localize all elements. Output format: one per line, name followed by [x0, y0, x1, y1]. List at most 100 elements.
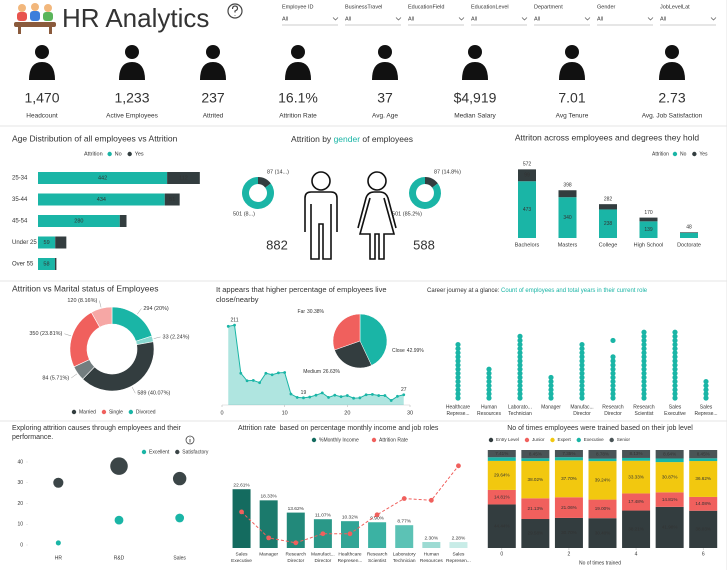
- data-label: 22.61%: [233, 482, 250, 488]
- total-label: 48: [686, 225, 692, 231]
- filter-value: All: [282, 16, 288, 22]
- dot: [641, 350, 647, 356]
- data-label: 29.64%: [494, 473, 510, 478]
- dot: [641, 358, 647, 364]
- dot: [610, 395, 616, 401]
- dot: [486, 395, 492, 401]
- dot: [455, 391, 461, 397]
- figure-head: [311, 171, 331, 191]
- legend-swatch: [576, 437, 581, 443]
- kpi-value: 1,233: [114, 90, 149, 106]
- dot: [579, 383, 585, 389]
- dot: [641, 374, 647, 381]
- bar: [232, 489, 251, 548]
- icon-body: [462, 62, 488, 80]
- bar: [259, 500, 278, 548]
- dot: [455, 362, 461, 368]
- legend-label: Divorced: [136, 409, 156, 415]
- help-mark[interactable]: [231, 5, 239, 16]
- help-icon[interactable]: [227, 3, 243, 19]
- point: [264, 371, 268, 375]
- dot: [610, 391, 616, 397]
- y-tick-label: 30: [17, 480, 23, 486]
- dot: [641, 395, 647, 401]
- data-label: 14.81%: [662, 497, 678, 502]
- data-label: 30.70%: [561, 530, 577, 535]
- data-label: 9.90%: [370, 516, 384, 522]
- bar-segment: [655, 458, 684, 463]
- dot: [579, 366, 585, 372]
- x-tick-label: Represe...: [694, 411, 717, 417]
- bar-segment: [487, 460, 516, 490]
- legend-swatch: [127, 151, 132, 157]
- kpi-icon: [285, 45, 311, 80]
- dot: [455, 366, 461, 372]
- logo: [14, 3, 56, 34]
- dot: [641, 370, 647, 376]
- x-tick-label: Technician: [393, 558, 416, 564]
- bar-segment: [639, 221, 658, 238]
- data-label: 350 (23.81%): [29, 331, 62, 337]
- dot: [672, 370, 678, 376]
- dot: [486, 383, 492, 389]
- data-label: 280: [74, 218, 83, 224]
- x-tick-label: Manufac...: [570, 404, 593, 410]
- legend-label: Expert: [558, 437, 572, 442]
- data-label: 294 (20%): [143, 306, 169, 312]
- bar-segment: [554, 457, 583, 461]
- legend-label: Senior: [617, 437, 631, 442]
- icon-head: [35, 45, 49, 59]
- data-label: 19.00%: [595, 506, 611, 511]
- point: [314, 393, 318, 397]
- legend-swatch: [524, 437, 530, 443]
- line-point: [374, 512, 380, 518]
- help-circle[interactable]: [227, 3, 243, 19]
- data-label: 501 (8...): [233, 211, 255, 217]
- dot: [672, 346, 678, 352]
- dot: [610, 374, 616, 381]
- y-tick-label: 45-54: [12, 219, 28, 225]
- bar-segment: [655, 492, 684, 507]
- data-label: 84 (5.71%): [42, 375, 69, 381]
- donut-segment: [90, 306, 113, 328]
- x-tick-label: Director: [314, 558, 331, 564]
- bar-segment: [689, 450, 718, 459]
- dot: [641, 337, 647, 344]
- y-tick-label: 35-44: [12, 197, 28, 203]
- dot: [672, 354, 678, 360]
- dot: [517, 383, 523, 389]
- legend-swatch: [141, 449, 147, 455]
- bubble: [55, 540, 61, 546]
- total-label: 572: [523, 162, 532, 168]
- dot: [672, 341, 678, 348]
- bar-segment: [521, 498, 550, 520]
- dot: [610, 354, 616, 360]
- x-tick-label: Director: [573, 411, 591, 417]
- data-label: 14.81%: [494, 494, 510, 499]
- icon-head: [125, 45, 139, 59]
- x-tick-label: Executive: [664, 411, 686, 417]
- filter-chevron: [332, 17, 339, 21]
- kpi-value: 7.01: [558, 90, 585, 106]
- x-tick-label: Human: [424, 551, 440, 557]
- bar: [395, 525, 414, 548]
- bar-segment: [655, 506, 684, 548]
- filter-value: All: [408, 16, 414, 22]
- legend-label: Single: [109, 409, 123, 415]
- bar-segment: [622, 460, 651, 494]
- man-figure: [304, 171, 338, 260]
- dot: [455, 374, 461, 381]
- dot: [641, 383, 647, 389]
- icon-body: [285, 62, 311, 80]
- bar-segment: [599, 204, 617, 210]
- bar-segment: [521, 458, 550, 462]
- logo-person: [44, 4, 52, 12]
- title-part: Count of employees and total years in th…: [501, 288, 648, 294]
- bar-segment: [554, 450, 583, 458]
- group-total: 882: [266, 237, 288, 252]
- x-tick-label: Sales: [236, 551, 249, 557]
- dot: [641, 378, 647, 385]
- dot: [672, 366, 678, 372]
- x-tick-label: HR: [55, 555, 63, 561]
